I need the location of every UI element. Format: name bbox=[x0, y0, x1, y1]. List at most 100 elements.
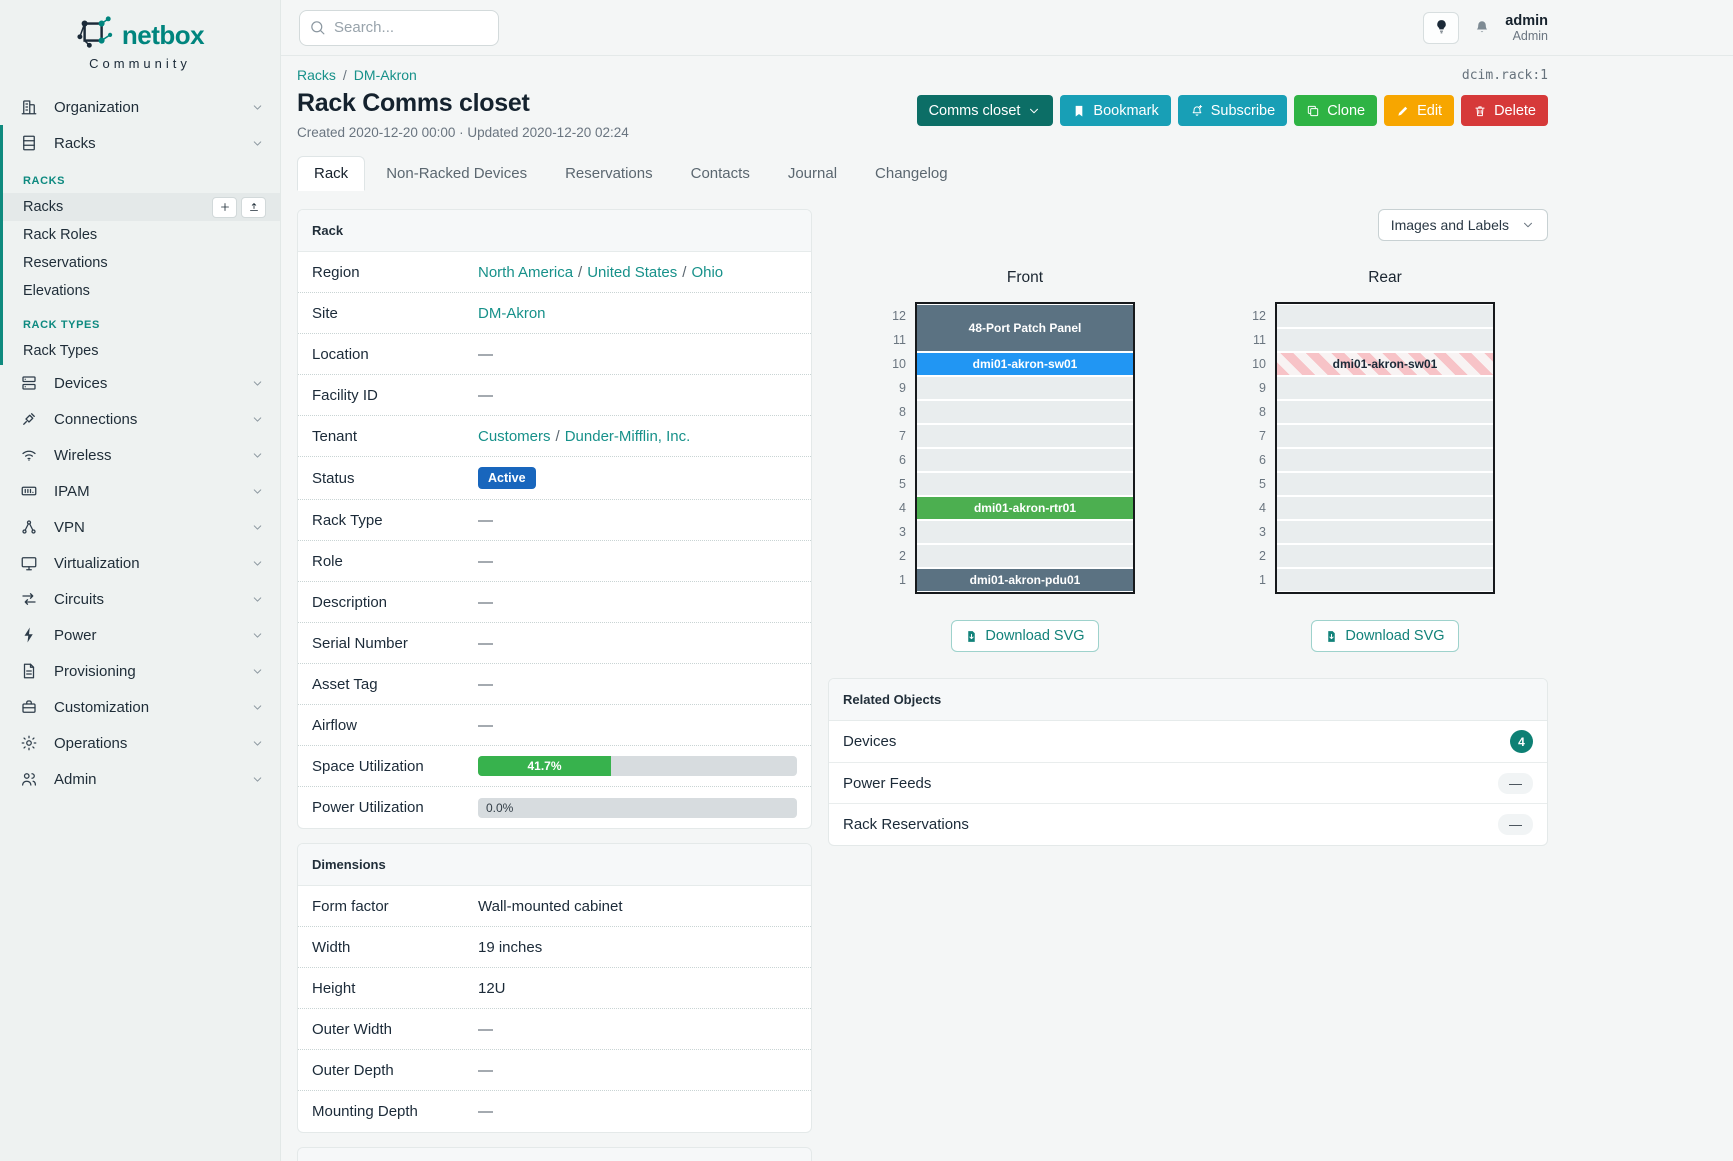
rack-slot-empty[interactable] bbox=[917, 544, 1133, 568]
sidebar-item-organization[interactable]: Organization bbox=[0, 89, 280, 125]
sidebar-item-virtualization[interactable]: Virtualization bbox=[0, 545, 280, 581]
delete-button[interactable]: Delete bbox=[1461, 95, 1548, 126]
rack-slot-dmi01-akron-pdu01[interactable]: dmi01-akron-pdu01 bbox=[917, 568, 1133, 592]
count-badge[interactable]: 4 bbox=[1510, 730, 1533, 753]
sidebar-subitem-reservations[interactable]: Reservations bbox=[3, 249, 280, 277]
sidebar-item-customization[interactable]: Customization bbox=[0, 689, 280, 725]
rack-panel-title: Rack bbox=[298, 210, 811, 252]
sidebar-item-devices[interactable]: Devices bbox=[0, 365, 280, 401]
rack-slot-empty[interactable] bbox=[1277, 424, 1493, 448]
breadcrumb-racks-link[interactable]: Racks bbox=[297, 67, 336, 83]
notifications-bell-icon[interactable] bbox=[1473, 19, 1491, 37]
sidebar-item-ipam[interactable]: IPAM bbox=[0, 473, 280, 509]
sidebar-item-admin[interactable]: Admin bbox=[0, 761, 280, 797]
sidebar-item-label: Operations bbox=[54, 734, 128, 752]
add-button[interactable] bbox=[212, 196, 237, 218]
rack-slot-dmi01-akron-sw01[interactable]: dmi01-akron-sw01 bbox=[1277, 352, 1493, 376]
sidebar-subitem-label: Racks bbox=[23, 199, 64, 215]
file-download-icon bbox=[968, 630, 976, 642]
clone-button[interactable]: Clone bbox=[1294, 95, 1378, 126]
search-input[interactable] bbox=[299, 9, 499, 46]
rack-slot-empty[interactable] bbox=[917, 520, 1133, 544]
rack-slot-empty[interactable] bbox=[1277, 400, 1493, 424]
breadcrumb-site-link[interactable]: DM-Akron bbox=[353, 67, 417, 83]
sidebar-subitem-label: Reservations bbox=[23, 255, 108, 271]
sidebar-item-connections[interactable]: Connections bbox=[0, 401, 280, 437]
subscribe-button[interactable]: Subscribe bbox=[1177, 95, 1288, 126]
tab-bar: Rack Non-Racked Devices Reservations Contac… bbox=[297, 156, 1548, 191]
sidebar-item-label: Circuits bbox=[54, 590, 105, 608]
field-value: Wall-mounted cabinet bbox=[478, 898, 797, 915]
sidebar-subitem-elevations[interactable]: Elevations bbox=[3, 277, 280, 305]
field-link-united-states[interactable]: United States bbox=[587, 263, 678, 281]
user-menu[interactable]: admin Admin bbox=[1505, 13, 1548, 43]
chevron-down-icon bbox=[251, 737, 264, 750]
sidebar-item-wireless[interactable]: Wireless bbox=[0, 437, 280, 473]
ipam-icon bbox=[21, 486, 37, 496]
rack-slot-empty[interactable] bbox=[917, 472, 1133, 496]
field-link-dm-akron[interactable]: DM-Akron bbox=[478, 304, 546, 322]
rack-slot-empty[interactable] bbox=[917, 448, 1133, 472]
download-svg-front-button[interactable]: Download SVG bbox=[951, 620, 1099, 652]
tab-reservations[interactable]: Reservations bbox=[565, 165, 653, 182]
unit-number: 1 bbox=[1259, 573, 1266, 587]
rack-slot-empty[interactable] bbox=[1277, 448, 1493, 472]
chevron-down-icon bbox=[251, 665, 264, 678]
chevron-down-icon bbox=[251, 557, 264, 570]
field-row-space-utilization: Space Utilization 41.7% bbox=[298, 746, 811, 787]
rack-slot-empty[interactable] bbox=[1277, 520, 1493, 544]
tab-rack[interactable]: Rack bbox=[297, 156, 366, 191]
rack-slot-empty[interactable] bbox=[1277, 376, 1493, 400]
bookmark-button[interactable]: Bookmark bbox=[1060, 95, 1171, 126]
sidebar-item-racks[interactable]: Racks bbox=[3, 125, 280, 161]
rack-slot-dmi01-akron-sw01[interactable]: dmi01-akron-sw01 bbox=[917, 352, 1133, 376]
import-button[interactable] bbox=[241, 196, 266, 218]
rack-slot-empty[interactable] bbox=[917, 424, 1133, 448]
sidebar-item-vpn[interactable]: VPN bbox=[0, 509, 280, 545]
virtualization-icon bbox=[20, 553, 40, 573]
tab-changelog[interactable]: Changelog bbox=[875, 165, 948, 182]
rack-slot-48-port-patch-panel[interactable]: 48-Port Patch Panel bbox=[917, 304, 1133, 352]
field-row-status: Status Active bbox=[298, 457, 811, 500]
edit-button[interactable]: Edit bbox=[1384, 95, 1455, 126]
rack-slot-empty[interactable] bbox=[917, 376, 1133, 400]
comms-closet-dropdown-button[interactable]: Comms closet bbox=[916, 95, 1054, 126]
tab-journal[interactable]: Journal bbox=[787, 165, 838, 182]
sidebar-item-operations[interactable]: Operations bbox=[0, 725, 280, 761]
empty-value: — bbox=[478, 511, 493, 529]
rack-slot-dmi01-akron-rtr01[interactable]: dmi01-akron-rtr01 bbox=[917, 496, 1133, 520]
field-label: Rack Type bbox=[312, 511, 383, 529]
theme-toggle-button[interactable] bbox=[1423, 11, 1460, 44]
rack-slot-empty[interactable] bbox=[917, 400, 1133, 424]
rack-slot-empty[interactable] bbox=[1277, 496, 1493, 520]
sidebar-subitem-rack-types[interactable]: Rack Types bbox=[3, 337, 280, 365]
sidebar-item-provisioning[interactable]: Provisioning bbox=[0, 653, 280, 689]
netbox-logo[interactable]: netbox Community bbox=[0, 0, 280, 81]
rack-slot-empty[interactable] bbox=[1277, 472, 1493, 496]
status-badge: Active bbox=[478, 467, 536, 489]
sidebar-item-circuits[interactable]: Circuits bbox=[0, 581, 280, 617]
field-link-customers[interactable]: Customers bbox=[478, 427, 551, 445]
field-row-rack-type: Rack Type — bbox=[298, 500, 811, 541]
sidebar-subitem-rack-roles[interactable]: Rack Roles bbox=[3, 221, 280, 249]
field-row-height: Height 12U bbox=[298, 968, 811, 1009]
download-svg-rear-button[interactable]: Download SVG bbox=[1311, 620, 1459, 652]
field-link-north-america[interactable]: North America bbox=[478, 263, 574, 281]
chevron-down-icon bbox=[253, 380, 262, 386]
rack-unit-numbers: 12 11 10 9 8 7 6 5 4 3 2 1 bbox=[881, 302, 915, 594]
chevron-down-icon bbox=[253, 704, 262, 710]
images-and-labels-toggle[interactable]: Images and Labels bbox=[1377, 209, 1548, 241]
connections-icon bbox=[20, 409, 40, 429]
tab-contacts[interactable]: Contacts bbox=[690, 165, 750, 182]
sidebar-item-power[interactable]: Power bbox=[0, 617, 280, 653]
rack-slot-empty[interactable] bbox=[1277, 304, 1493, 328]
tab-non-racked-devices[interactable]: Non-Racked Devices bbox=[386, 165, 528, 182]
field-row-facility-id: Facility ID — bbox=[298, 375, 811, 416]
field-link-dunder-mifflin-inc[interactable]: Dunder-Mifflin, Inc. bbox=[564, 427, 691, 445]
field-label: Airflow bbox=[312, 716, 358, 734]
field-link-ohio[interactable]: Ohio bbox=[691, 263, 724, 281]
rack-slot-empty[interactable] bbox=[1277, 544, 1493, 568]
rack-slot-empty[interactable] bbox=[1277, 568, 1493, 592]
sidebar-subitem-racks[interactable]: Racks bbox=[3, 193, 280, 221]
rack-slot-empty[interactable] bbox=[1277, 328, 1493, 352]
